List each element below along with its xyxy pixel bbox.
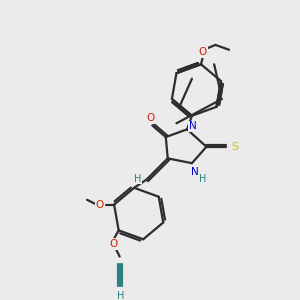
Text: O: O xyxy=(199,47,207,57)
Text: H: H xyxy=(199,174,206,184)
Text: H: H xyxy=(117,291,124,300)
Text: N: N xyxy=(189,122,197,131)
Text: H: H xyxy=(134,174,141,184)
Text: S: S xyxy=(231,142,238,152)
Text: O: O xyxy=(146,113,154,123)
Text: O: O xyxy=(95,200,104,210)
Text: O: O xyxy=(110,239,118,249)
Text: N: N xyxy=(191,167,199,177)
